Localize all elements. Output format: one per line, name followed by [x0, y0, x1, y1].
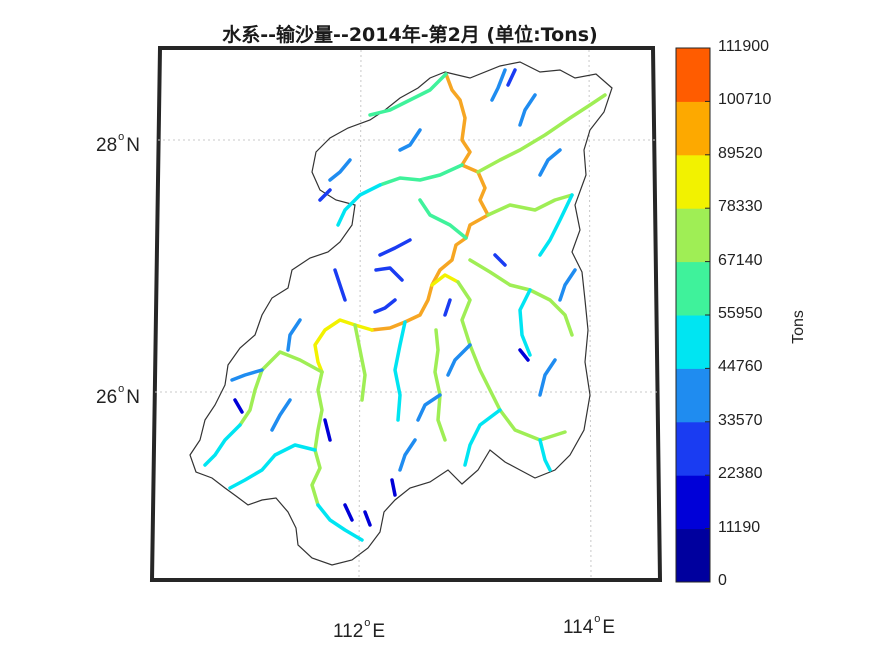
lat-hemi: N: [126, 387, 140, 408]
tributary: [233, 398, 244, 414]
tributary: [490, 68, 507, 102]
colorbar: [675, 47, 711, 583]
tributary: [398, 128, 422, 152]
colorbar-segment: [676, 208, 710, 263]
lat-deg: 26: [96, 387, 118, 408]
river-network: [203, 68, 607, 542]
colorbar-tick-label: 111900: [718, 38, 770, 55]
colorbar-unit-label: Tons: [789, 310, 807, 344]
tributary: [463, 408, 502, 467]
tributary: [456, 280, 567, 442]
colorbar-tick-label: 55950: [718, 305, 763, 322]
degree-symbol: o: [594, 613, 601, 625]
colorbar-segment: [676, 528, 710, 583]
tributary: [518, 348, 530, 362]
tributary: [323, 418, 332, 442]
tributary: [378, 238, 412, 257]
map-title: 水系--输沙量--2014年-第2月 (单位:Tons): [222, 24, 598, 46]
lat-hemi: N: [126, 135, 140, 156]
tributary: [430, 273, 460, 287]
tributary: [393, 320, 407, 422]
colorbar-segment: [676, 101, 710, 156]
tributary: [493, 253, 507, 267]
lon-deg: 114: [563, 617, 594, 638]
tributary: [373, 298, 397, 314]
tributary: [538, 358, 557, 397]
colorbar-tick-label: 11190: [718, 518, 761, 536]
lat-label-26: 26o N: [96, 383, 140, 409]
tributary: [558, 268, 577, 302]
colorbar-segment: [676, 368, 710, 423]
degree-symbol: o: [118, 131, 125, 143]
lon-hemi: E: [602, 617, 616, 638]
colorbar-segment: [676, 261, 710, 316]
tributary: [443, 298, 452, 317]
tributary: [368, 72, 448, 117]
basin-outline: [189, 61, 613, 566]
tributary: [374, 266, 404, 282]
tributary: [518, 288, 532, 357]
map-frame: [149, 46, 663, 582]
tributary: [203, 423, 242, 467]
tributary: [418, 198, 468, 240]
colorbar-tick-label: 0: [718, 572, 727, 589]
main-river: [370, 72, 490, 332]
lon-label-112: 112o E: [333, 617, 385, 643]
tributary: [230, 368, 264, 382]
colorbar-segment: [676, 48, 710, 102]
degree-symbol: o: [364, 617, 371, 629]
tributary: [336, 183, 382, 227]
tributary: [343, 503, 354, 522]
tributary: [378, 163, 464, 187]
tributary: [333, 268, 347, 302]
colorbar-segment: [676, 315, 710, 369]
lat-label-28: 28o N: [96, 131, 140, 157]
tributary: [390, 478, 397, 497]
colorbar-segment: [676, 475, 710, 530]
colorbar-segment: [676, 154, 710, 209]
graticule: [155, 49, 657, 579]
colorbar-tick-label: 33570: [718, 411, 763, 429]
lon-deg: 112: [333, 621, 364, 642]
lat-deg: 28: [96, 135, 118, 156]
tributary: [476, 93, 607, 174]
tributary: [416, 393, 442, 422]
tributary: [363, 510, 372, 527]
lon-hemi: E: [372, 621, 386, 642]
tributary: [538, 438, 552, 472]
tributary: [310, 370, 324, 507]
tributary: [286, 318, 302, 352]
tributary: [270, 398, 292, 432]
colorbar-tick-label: 78330: [718, 198, 763, 216]
colorbar-tick-label: 100710: [718, 91, 772, 109]
tributary: [538, 148, 562, 177]
tributary: [518, 93, 537, 127]
tributary: [228, 443, 317, 490]
degree-symbol: o: [118, 383, 125, 395]
tributary: [316, 503, 364, 542]
tributary: [433, 328, 447, 442]
colorbar-tick-label: 22380: [718, 465, 763, 483]
colorbar-segment: [676, 421, 710, 476]
lon-label-114: 114o E: [563, 613, 615, 639]
tributary: [398, 438, 417, 472]
tributary: [538, 193, 574, 257]
colorbar-tick-label: 89520: [718, 144, 763, 162]
tributary: [353, 323, 367, 402]
tributary: [328, 158, 352, 182]
tributary: [486, 193, 574, 217]
tributary: [318, 188, 332, 202]
colorbar-tick-label: 44760: [718, 358, 763, 376]
colorbar-tick-label: 67140: [718, 251, 763, 269]
tributary: [446, 343, 472, 377]
tributary: [506, 68, 517, 87]
